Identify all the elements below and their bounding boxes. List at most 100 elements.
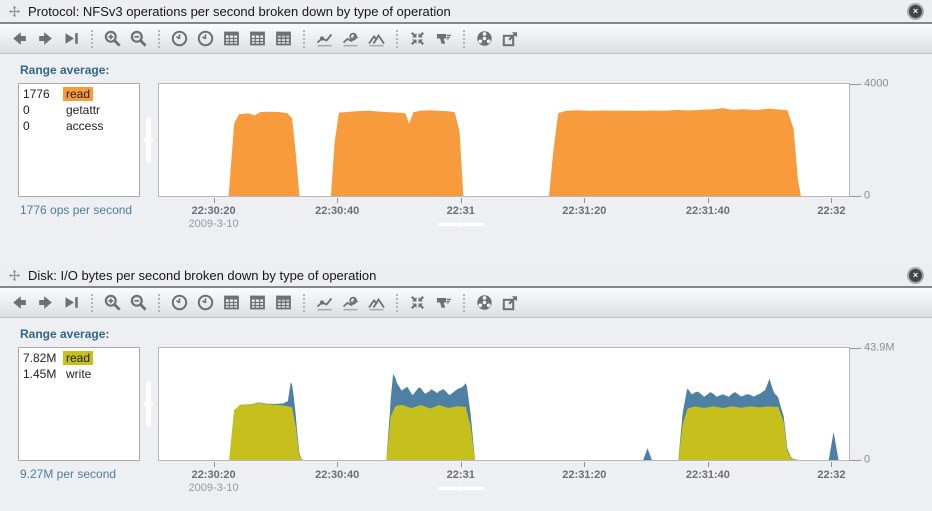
clock-icon (196, 29, 215, 48)
move-icon[interactable] (8, 4, 22, 18)
mountain-chart-icon (367, 293, 386, 312)
percent-breakdown-button[interactable] (475, 29, 494, 48)
x-axis-date-label: 2009-3-10 (188, 482, 239, 494)
move-icon[interactable] (8, 268, 22, 282)
zoom-out-button[interactable] (129, 29, 148, 48)
panel-title: Disk: I/O bytes per second broken down b… (28, 267, 377, 283)
legend-series-label: getattr (66, 103, 101, 117)
calendar-icon (222, 29, 241, 48)
legend-splitter-handle[interactable] (143, 381, 154, 427)
splitter-column (140, 83, 158, 197)
drilldown-button[interactable] (434, 293, 453, 312)
magnifier-minus-icon (129, 29, 148, 48)
legend-row[interactable]: 0 access (23, 118, 135, 134)
show-one-month-button[interactable] (274, 29, 293, 48)
legend-value: 1776 (23, 87, 50, 101)
range-average-label: Range average: (20, 63, 110, 77)
legend-splitter-handle[interactable] (143, 117, 154, 163)
x-tick-mark (831, 198, 833, 203)
mountain-graph-button[interactable] (367, 293, 386, 312)
show-one-day-button[interactable] (222, 293, 241, 312)
x-tick-label: 22:31:20 (562, 205, 607, 217)
show-one-month-button[interactable] (274, 293, 293, 312)
show-one-week-button[interactable] (248, 29, 267, 48)
donut-chart-icon (475, 29, 494, 48)
donut-chart-icon (475, 293, 494, 312)
show-one-minute-button[interactable] (170, 293, 189, 312)
x-tick-mark (213, 462, 215, 467)
step-forward-button[interactable] (36, 293, 55, 312)
y-tick-mark (850, 459, 861, 461)
show-one-hour-button[interactable] (196, 29, 215, 48)
legend-series-label: write (66, 367, 92, 381)
y-axis: 4000 0 (850, 77, 932, 201)
crop-outliers-button[interactable] (408, 29, 427, 48)
outlier-chart-icon (341, 29, 360, 48)
export-button[interactable] (501, 293, 520, 312)
x-tick-mark (213, 198, 215, 203)
x-tick-label: 22:31:40 (685, 205, 730, 217)
forward-to-now-button[interactable] (62, 29, 81, 48)
legend-summary: 9.27M per second (20, 467, 117, 481)
outlier-elimination-button[interactable] (341, 293, 360, 312)
toolbar-divider (158, 29, 160, 48)
legend-row[interactable]: 1.45M write (23, 366, 135, 382)
legend-summary: 1776 ops per second (20, 203, 133, 217)
time-axis-resize-handle[interactable] (437, 485, 484, 492)
legend-row[interactable]: 0 getattr (23, 102, 135, 118)
step-back-button[interactable] (10, 29, 29, 48)
arrow-left-icon (10, 293, 29, 312)
x-tick-label: 22:31 (446, 469, 475, 481)
calendar-shaded-icon (274, 29, 293, 48)
zoom-in-button[interactable] (103, 293, 122, 312)
area-chart (159, 108, 849, 196)
analytics-panel: Protocol: NFSv3 operations per second br… (0, 0, 932, 230)
calendar-icon (248, 293, 267, 312)
step-back-button[interactable] (10, 293, 29, 312)
show-one-day-button[interactable] (222, 29, 241, 48)
x-tick-mark (460, 462, 462, 467)
outlier-elimination-button[interactable] (341, 29, 360, 48)
show-one-week-button[interactable] (248, 293, 267, 312)
legend-row[interactable]: 7.82M read (23, 350, 135, 366)
zoom-out-button[interactable] (129, 293, 148, 312)
drill-icon (434, 29, 453, 48)
chart-row: 7.82M read 1.45M write 43.9M 0 (0, 341, 932, 465)
chart-plot-area[interactable] (158, 83, 850, 197)
line-graph-button[interactable] (315, 29, 334, 48)
y-tick-label: 4000 (864, 77, 889, 90)
forward-to-now-button[interactable] (62, 293, 81, 312)
close-icon[interactable]: × (907, 2, 924, 20)
toolbar-divider (303, 293, 305, 312)
show-one-minute-button[interactable] (170, 29, 189, 48)
x-tick-mark (707, 462, 709, 467)
line-graph-button[interactable] (315, 293, 334, 312)
x-tick-label: 22:31:40 (685, 469, 730, 481)
toolbar-divider (91, 29, 93, 48)
zoom-in-button[interactable] (103, 29, 122, 48)
percent-breakdown-button[interactable] (475, 293, 494, 312)
time-axis-resize-handle[interactable] (437, 221, 484, 228)
drilldown-button[interactable] (434, 29, 453, 48)
panel-title-bar[interactable]: Protocol: NFSv3 operations per second br… (0, 0, 932, 24)
crop-outliers-button[interactable] (408, 293, 427, 312)
y-tick-mark (850, 83, 861, 85)
legend-value: 0 (23, 119, 30, 133)
x-tick-mark (584, 198, 586, 203)
show-one-hour-button[interactable] (196, 293, 215, 312)
arrow-end-icon (62, 29, 81, 48)
export-button[interactable] (501, 29, 520, 48)
legend-row[interactable]: 1776 read (23, 86, 135, 102)
legend-value: 7.82M (23, 351, 57, 365)
x-tick-mark (831, 462, 833, 467)
close-icon[interactable]: × (907, 266, 924, 284)
legend-series-label: read (63, 351, 94, 365)
x-tick-label: 22:30:40 (315, 469, 360, 481)
panel-title-bar[interactable]: Disk: I/O bytes per second broken down b… (0, 264, 932, 288)
magnifier-plus-icon (103, 29, 122, 48)
mountain-graph-button[interactable] (367, 29, 386, 48)
series-area-read (159, 402, 849, 460)
step-forward-button[interactable] (36, 29, 55, 48)
chart-plot-area[interactable] (158, 347, 850, 461)
y-tick-label: 43.9M (864, 341, 895, 354)
